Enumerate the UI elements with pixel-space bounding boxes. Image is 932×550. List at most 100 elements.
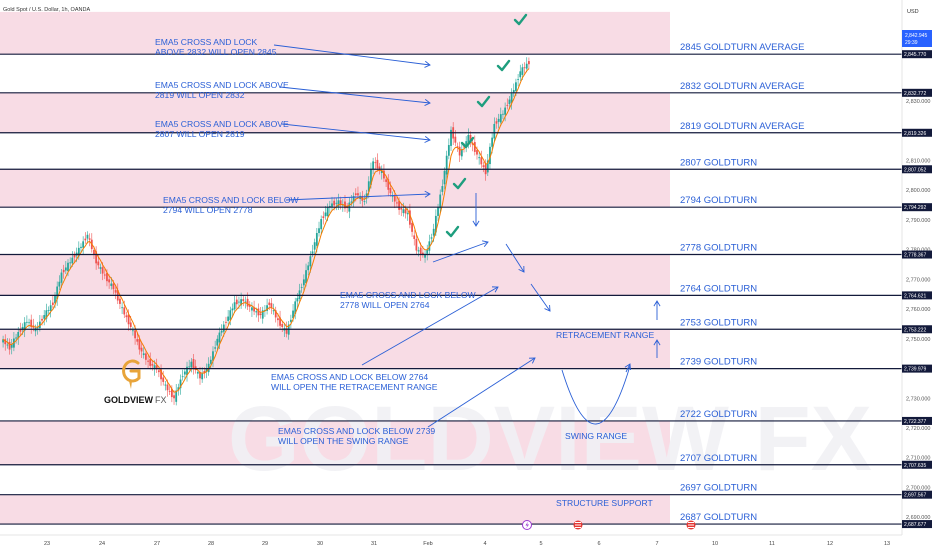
x-tick-label: 7 (655, 541, 658, 547)
candle-body (417, 250, 420, 252)
candle-body (235, 299, 238, 305)
x-tick-label: 31 (371, 541, 377, 547)
candle-body (458, 146, 461, 156)
candle-body (495, 121, 498, 124)
level-price-tag-text: 2,739.979 (904, 367, 926, 373)
candle-body (281, 323, 284, 327)
candle-body (309, 256, 312, 267)
candle-body (497, 118, 500, 122)
svg-text:29:39: 29:39 (905, 40, 918, 46)
level-price-tag (902, 460, 932, 469)
check-icon (460, 136, 475, 149)
candle-body (311, 251, 314, 254)
candle-body (437, 207, 439, 216)
candle-body (71, 257, 74, 264)
level-price-tag (902, 520, 932, 529)
candle-body (97, 261, 100, 266)
annotation-text: 2778 WILL OPEN 2764 (340, 300, 430, 310)
candle-body (41, 318, 43, 321)
pointer-arrow-head (624, 363, 631, 371)
candle-body (480, 157, 483, 165)
candle-body (188, 366, 191, 368)
candle-body (155, 365, 158, 370)
candle-body (409, 210, 411, 225)
annotation-text: WILL OPEN THE SWING RANGE (278, 436, 409, 446)
candle-body (6, 344, 9, 346)
candle-body (114, 290, 117, 293)
candle-body (168, 391, 171, 392)
candle-body (370, 169, 372, 185)
candle-body (467, 134, 470, 145)
candle-body (428, 241, 431, 251)
candle-body (515, 82, 517, 91)
x-tick-label: Feb (423, 541, 432, 547)
level-label: 2794 GOLDTURN (680, 195, 757, 206)
candle-body (84, 238, 87, 241)
candle-body (512, 90, 515, 94)
pointer-arrow-line (427, 357, 536, 428)
level-price-tag (902, 250, 932, 259)
candle-body (493, 123, 496, 139)
candle-body (421, 252, 424, 255)
level-price-tag (902, 325, 932, 334)
candle-body (320, 219, 323, 230)
x-tick-label: 12 (827, 541, 833, 547)
check-icon (445, 225, 460, 238)
candle-body (220, 330, 223, 333)
level-price-tag-text: 2,697.567 (904, 493, 926, 499)
candle-body (129, 322, 132, 327)
candle-body (205, 368, 208, 372)
candle-body (93, 249, 95, 254)
logo-name: GOLDVIEW FX (104, 395, 167, 405)
candle-body (411, 222, 413, 232)
check-icon (452, 177, 467, 190)
candle-body (443, 170, 446, 185)
current-price-tag: 2,842.945 29:39 (902, 30, 932, 47)
candle-body (21, 326, 24, 330)
level-label: 2722 GOLDTURN (680, 409, 757, 420)
candle-body (322, 216, 325, 219)
candle-body (424, 253, 426, 258)
pointer-arrow-head (491, 286, 499, 293)
pointer-arrow-line (625, 363, 631, 373)
candle-body (302, 279, 305, 286)
candle-body (45, 310, 48, 319)
level-label: 2845 GOLDTURN AVERAGE (680, 42, 804, 53)
x-tick-label: 11 (769, 541, 775, 547)
candle-body (406, 213, 409, 215)
candle-body (142, 353, 145, 356)
pointer-arrow-line (361, 286, 499, 366)
candle-body (268, 302, 271, 305)
candle-body (112, 283, 115, 290)
candle-body (4, 339, 7, 345)
candle-body (517, 79, 519, 80)
candle-body (510, 93, 513, 104)
range-label: RETRACEMENT RANGE (556, 330, 654, 340)
candle-body (465, 141, 468, 146)
candle-body (374, 162, 377, 164)
candle-body (279, 317, 281, 326)
candle-body (277, 318, 279, 321)
candle-body (385, 179, 387, 182)
x-tick-label: 27 (154, 541, 160, 547)
y-tick-label: 2,700.000 (906, 485, 930, 491)
candle-body (103, 274, 106, 276)
pointer-arrow-line (285, 193, 431, 201)
candle-body (339, 200, 342, 205)
candle-body (365, 193, 368, 199)
candle-body (333, 200, 336, 206)
zone-band (0, 254, 670, 296)
candle-body (298, 290, 301, 300)
annotation-text: EMA5 CROSS AND LOCK ABOVE (155, 119, 289, 129)
y-tick-label: 2,760.000 (906, 307, 930, 313)
annotation-text: EMA5 CROSS AND LOCK BELOW (163, 195, 300, 205)
candle-body (164, 384, 167, 386)
candle-body (201, 373, 204, 380)
candle-body (445, 155, 448, 175)
candle-body (400, 208, 403, 210)
candle-body (225, 321, 227, 323)
check-icon (513, 13, 528, 26)
candle-body (318, 228, 320, 234)
candle-body (82, 241, 85, 248)
